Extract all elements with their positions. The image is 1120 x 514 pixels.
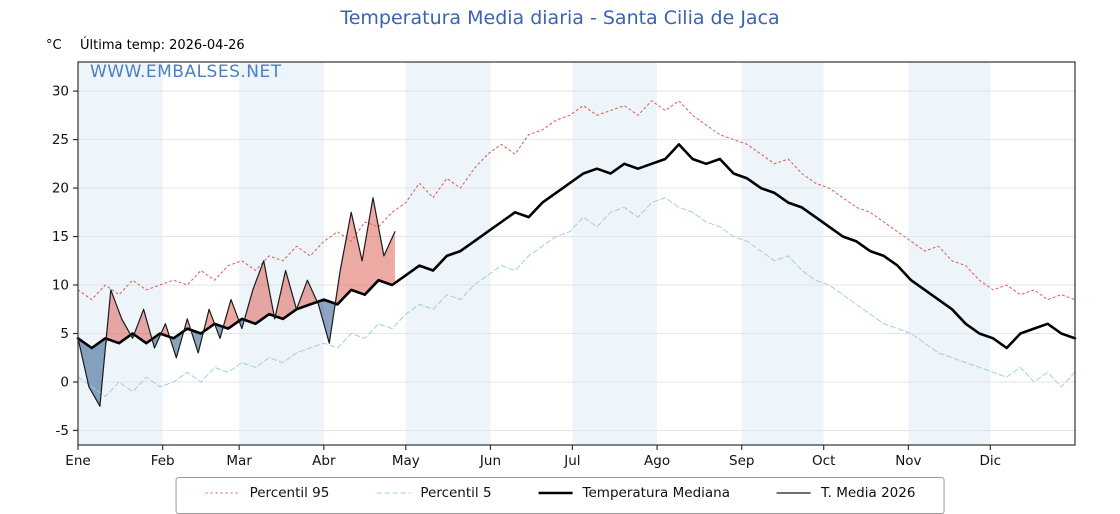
legend-item-temperatura-mediana: Temperatura Mediana — [538, 485, 730, 501]
legend-item-t-media-2026: T. Media 2026 — [776, 485, 915, 501]
x-tick-label: Jul — [563, 453, 580, 469]
legend-label: Percentil 95 — [249, 485, 330, 501]
x-tick-label: Abr — [312, 453, 336, 469]
legend-line-sample — [777, 492, 811, 494]
month-band — [239, 62, 324, 445]
y-tick-label: 30 — [52, 84, 69, 100]
legend-item-percentil-5: Percentil 5 — [375, 485, 492, 501]
month-band — [741, 62, 824, 445]
x-tick-label: Jun — [479, 453, 501, 469]
x-tick-label: Nov — [895, 453, 921, 469]
last-temp-label: Última temp: 2026-04-26 — [80, 38, 245, 53]
legend-line-sample — [205, 492, 240, 494]
fill-above-median — [78, 197, 395, 348]
month-band — [405, 62, 491, 445]
x-tick-label: Mar — [226, 453, 252, 469]
y-tick-label: -5 — [56, 423, 69, 439]
x-tick-label: Oct — [812, 453, 835, 469]
month-band — [572, 62, 658, 445]
chart-svg: Ene Feb Mar Abr May Jun Jul Ago Sep Oct Nov Dic -5 0 5… — [52, 61, 1077, 469]
legend-label: Temperatura Mediana — [582, 485, 730, 501]
x-tick-label: Feb — [151, 453, 175, 469]
legend: Percentil 95 Percentil 5 Temperatura Media… — [175, 477, 945, 514]
legend-line-sample — [376, 492, 411, 494]
y-tick-label: 20 — [52, 181, 69, 197]
watermark: WWW.EMBALSES.NET — [90, 62, 282, 82]
series-line-t-media-2026 — [77, 197, 396, 407]
x-tick-label: Dic — [980, 453, 1002, 469]
series-line-percentil-95 — [77, 100, 1076, 301]
legend-line-sample — [538, 491, 573, 495]
x-tick-label: Sep — [729, 453, 754, 469]
x-tick-label: Ago — [644, 453, 670, 469]
legend-label: T. Media 2026 — [821, 485, 916, 501]
x-tick-label: May — [392, 453, 420, 469]
month-band — [908, 62, 991, 445]
page-title: Temperatura Media diaria - Santa Cilia d… — [340, 7, 780, 29]
y-axis-unit-label: °C — [46, 38, 62, 53]
y-tick-label: 0 — [60, 374, 69, 390]
plot-border — [77, 61, 1076, 446]
y-tick-label: 25 — [52, 132, 69, 148]
y-tick-label: 10 — [52, 278, 69, 294]
x-tick-label: Ene — [65, 453, 90, 469]
series-line-percentil-5 — [77, 197, 1076, 397]
y-tick-label: 15 — [52, 229, 69, 245]
y-tick-label: 5 — [60, 326, 69, 342]
legend-item-percentil-95: Percentil 95 — [205, 485, 330, 501]
legend-label: Percentil 5 — [420, 485, 492, 501]
